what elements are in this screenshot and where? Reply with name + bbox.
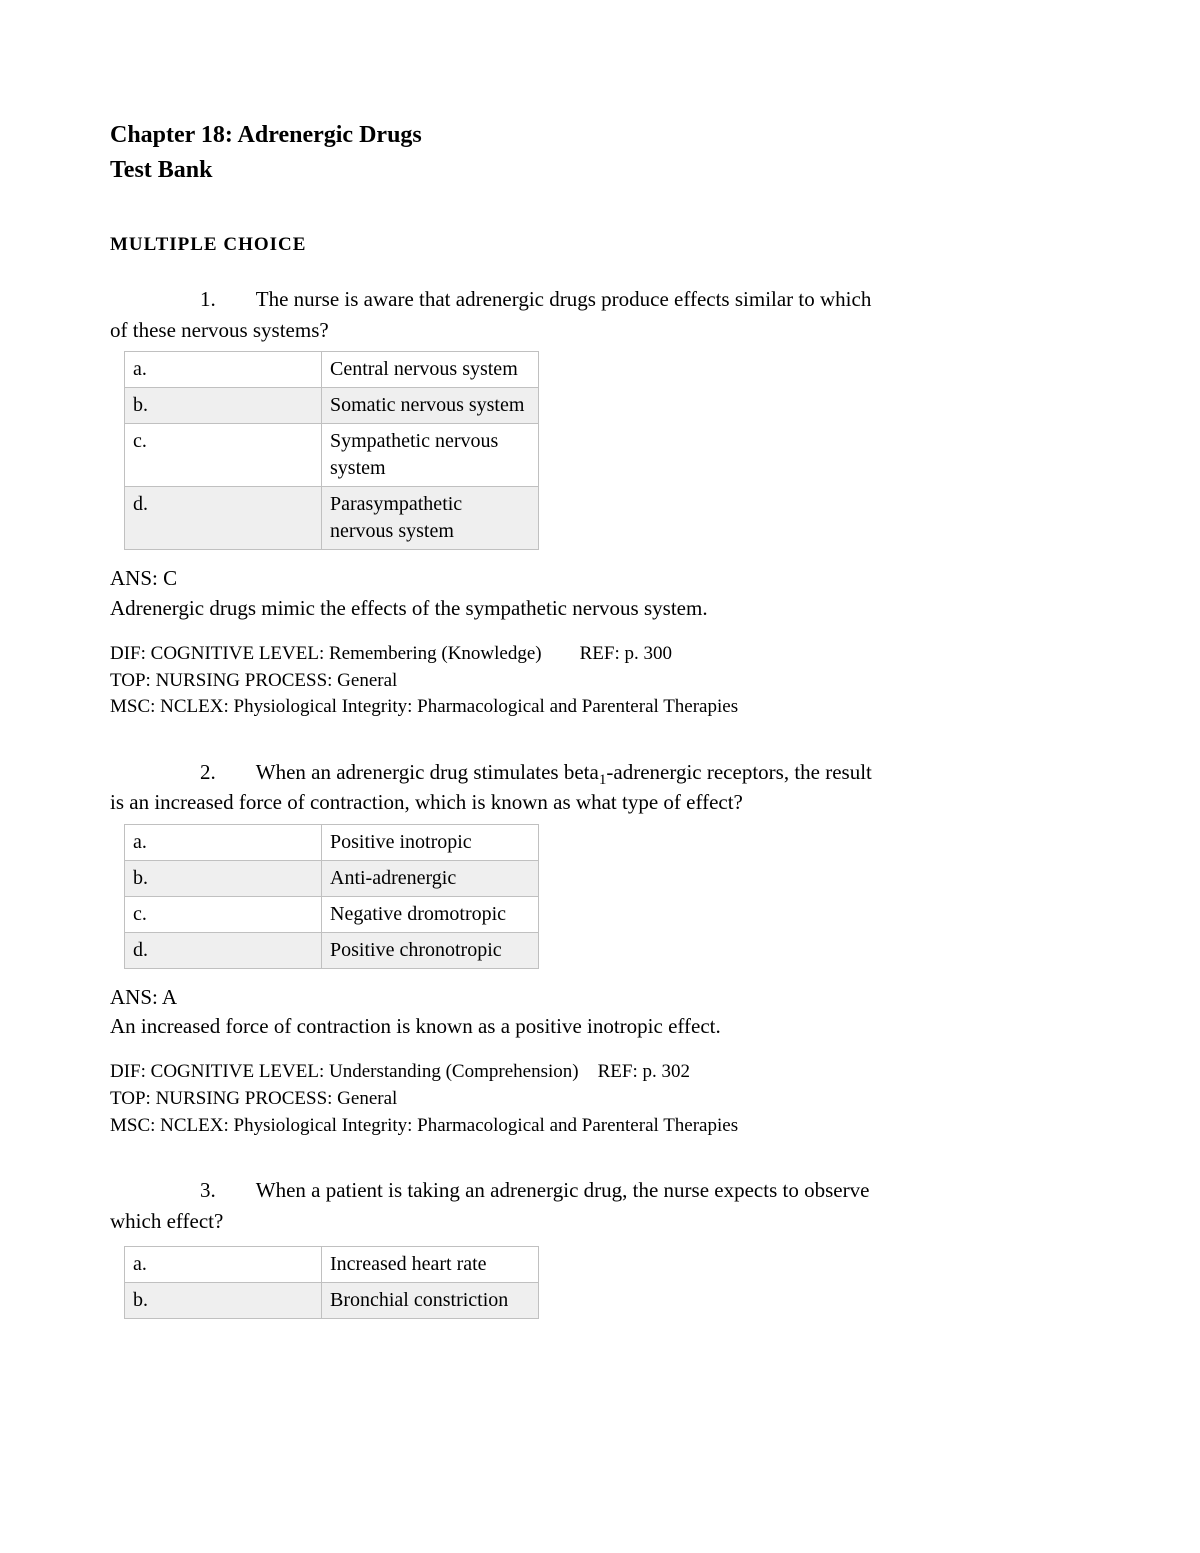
table-row: c. Sympathetic nervous system — [125, 424, 539, 487]
section-heading: MULTIPLE CHOICE — [110, 234, 1090, 256]
question-number: 1. — [200, 284, 216, 314]
answer-explanation: An increased force of contraction is kno… — [110, 1012, 1090, 1041]
option-letter: d. — [125, 932, 322, 968]
option-letter: a. — [125, 824, 322, 860]
option-text: Increased heart rate — [322, 1247, 539, 1283]
option-text: Bronchial constriction — [322, 1283, 539, 1319]
question-lead-pre: When an adrenergic drug stimulates beta — [256, 760, 599, 784]
meta-top: TOP: NURSING PROCESS: General — [110, 668, 1090, 695]
option-letter: b. — [125, 860, 322, 896]
table-row: b. Bronchial constriction — [125, 1283, 539, 1319]
question-rest: is an increased force of contraction, wh… — [110, 790, 743, 814]
meta-msc: MSC: NCLEX: Physiological Integrity: Pha… — [110, 1113, 1090, 1140]
option-letter: a. — [125, 1247, 322, 1283]
question-lead: The nurse is aware that adrenergic drugs… — [256, 287, 872, 311]
options-table: a. Positive inotropic b. Anti-adrenergic… — [124, 824, 539, 969]
meta-top: TOP: NURSING PROCESS: General — [110, 1086, 1090, 1113]
table-row: d. Parasympathetic nervous system — [125, 487, 539, 550]
option-text: Sympathetic nervous system — [322, 424, 539, 487]
question-text: 3. When a patient is taking an adrenergic… — [110, 1175, 1090, 1236]
question-block: 3. When a patient is taking an adrenergic… — [110, 1175, 1090, 1319]
page-container: Chapter 18: Adrenergic Drugs Test Bank M… — [0, 0, 1200, 1553]
table-row: b. Anti-adrenergic — [125, 860, 539, 896]
chapter-title-line1: Chapter 18: Adrenergic Drugs — [110, 120, 1090, 151]
meta-dif-ref: DIF: COGNITIVE LEVEL: Understanding (Com… — [110, 1059, 1090, 1086]
option-text: Somatic nervous system — [322, 388, 539, 424]
option-letter: a. — [125, 352, 322, 388]
table-row: a. Central nervous system — [125, 352, 539, 388]
question-text: 2. When an adrenergic drug stimulates bet… — [110, 757, 1090, 818]
answer-label: ANS: C — [110, 564, 1090, 593]
chapter-title-line2: Test Bank — [110, 155, 1090, 186]
question-block: 2. When an adrenergic drug stimulates bet… — [110, 757, 1090, 1139]
question-number: 3. — [200, 1175, 216, 1205]
question-rest: which effect? — [110, 1209, 223, 1233]
table-row: a. Increased heart rate — [125, 1247, 539, 1283]
option-text: Parasympathetic nervous system — [322, 487, 539, 550]
meta-ref: REF: p. 300 — [580, 643, 672, 664]
option-letter: b. — [125, 1283, 322, 1319]
question-rest: of these nervous systems? — [110, 318, 329, 342]
meta-ref: REF: p. 302 — [598, 1061, 690, 1082]
option-text: Positive inotropic — [322, 824, 539, 860]
option-text: Negative dromotropic — [322, 896, 539, 932]
table-row: a. Positive inotropic — [125, 824, 539, 860]
option-letter: c. — [125, 896, 322, 932]
option-text: Central nervous system — [322, 352, 539, 388]
question-text: 1. The nurse is aware that adrenergic dru… — [110, 284, 1090, 345]
question-block: 1. The nurse is aware that adrenergic dru… — [110, 284, 1090, 720]
meta-msc: MSC: NCLEX: Physiological Integrity: Pha… — [110, 694, 1090, 721]
table-row: b. Somatic nervous system — [125, 388, 539, 424]
meta-dif: DIF: COGNITIVE LEVEL: Remembering (Knowl… — [110, 643, 542, 664]
answer-explanation: Adrenergic drugs mimic the effects of th… — [110, 594, 1090, 623]
answer-label: ANS: A — [110, 983, 1090, 1012]
option-text: Anti-adrenergic — [322, 860, 539, 896]
meta-dif: DIF: COGNITIVE LEVEL: Understanding (Com… — [110, 1061, 579, 1082]
option-letter: b. — [125, 388, 322, 424]
meta-dif-ref: DIF: COGNITIVE LEVEL: Remembering (Knowl… — [110, 641, 1090, 668]
options-table: a. Central nervous system b. Somatic ner… — [124, 351, 539, 550]
question-number: 2. — [200, 757, 216, 787]
question-lead: When a patient is taking an adrenergic d… — [256, 1178, 870, 1202]
options-table: a. Increased heart rate b. Bronchial con… — [124, 1246, 539, 1319]
table-row: c. Negative dromotropic — [125, 896, 539, 932]
question-lead-post: -adrenergic receptors, the result — [606, 760, 871, 784]
option-letter: c. — [125, 424, 322, 487]
table-row: d. Positive chronotropic — [125, 932, 539, 968]
option-text: Positive chronotropic — [322, 932, 539, 968]
option-letter: d. — [125, 487, 322, 550]
